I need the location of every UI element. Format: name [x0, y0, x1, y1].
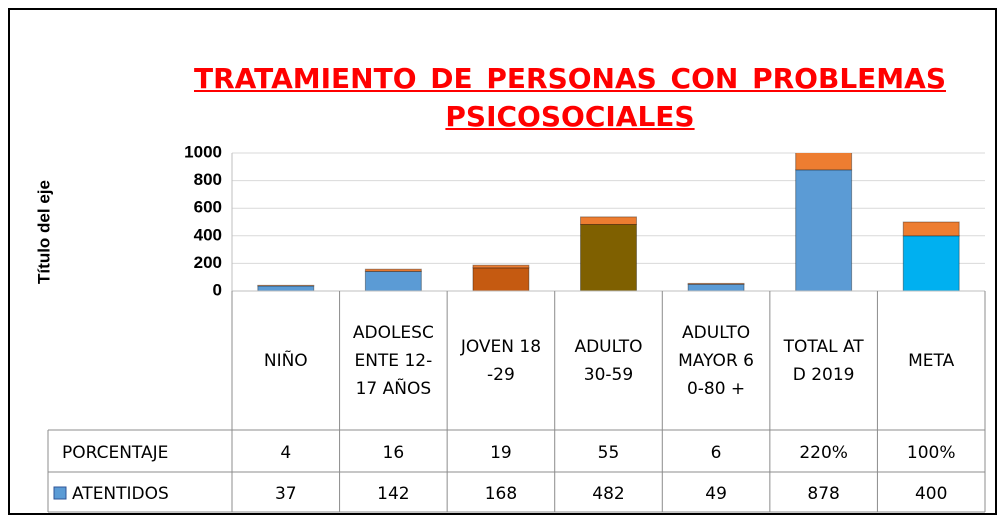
y-tick-label: 1000 — [184, 142, 222, 161]
category-label: NIÑO — [263, 350, 308, 371]
y-tick-label: 600 — [194, 198, 222, 217]
x-tick-label: JOVEN 18-29 — [460, 336, 542, 385]
chart-title: TRATAMIENTO DE PERSONAS CON PROBLEMAS PS… — [194, 62, 946, 133]
category-label: ADULTO 30-59 — [574, 336, 643, 385]
data-label: 482 — [592, 484, 624, 504]
category-label: ADULTO MAYOR 60-80 + — [678, 322, 754, 399]
x-tick-label: META — [908, 350, 955, 371]
x-tick-label: ADULTO 30-59 — [574, 336, 643, 385]
y-tick-label: 800 — [194, 170, 222, 189]
data-label: 400 — [915, 484, 947, 504]
bar — [795, 169, 853, 291]
bar — [687, 283, 745, 291]
bar — [687, 282, 745, 285]
y-tick-label: 0 — [213, 280, 222, 299]
legend-label: PORCENTAJE — [62, 443, 168, 463]
data-label: 878 — [807, 484, 839, 504]
data-label: 37 — [275, 484, 297, 504]
x-tick-label: TOTAL ATD 2019 — [783, 336, 864, 385]
data-label: 16 — [383, 443, 405, 463]
bar — [902, 235, 960, 291]
category-label: JOVEN 18-29 — [460, 336, 542, 385]
data-label: 6 — [711, 443, 722, 463]
legend-key — [53, 486, 67, 500]
bar — [580, 216, 637, 225]
y-tick-label: 400 — [194, 225, 222, 244]
bar — [364, 270, 422, 291]
data-label: 4 — [280, 443, 291, 463]
category-label: TOTAL ATD 2019 — [783, 336, 864, 385]
bar — [472, 264, 530, 269]
chart-title-text: TRATAMIENTO DE PERSONAS CON PROBLEMAS PS… — [194, 62, 946, 133]
bar — [472, 267, 530, 291]
bar — [257, 285, 315, 291]
data-label: 19 — [490, 443, 512, 463]
data-label: 49 — [705, 484, 727, 504]
data-label: 100% — [907, 443, 956, 463]
data-label: 220% — [799, 443, 848, 463]
bar — [795, 153, 853, 171]
y-tick-label: 200 — [194, 253, 222, 272]
bar — [257, 284, 315, 287]
x-tick-label: ADOLESCENTE 12-17 AÑOS — [352, 322, 434, 399]
data-label: 168 — [485, 484, 517, 504]
x-tick-label: ADULTO MAYOR 60-80 + — [678, 322, 754, 399]
bars — [257, 153, 960, 291]
x-tick-label: NIÑO — [263, 350, 308, 371]
y-axis-title: Título del eje — [34, 180, 53, 284]
bar — [580, 223, 637, 291]
legend-label: ATENTIDOS — [72, 484, 169, 504]
bar — [364, 268, 422, 272]
data-label: 142 — [377, 484, 409, 504]
category-label: META — [908, 350, 955, 371]
bar — [902, 221, 960, 237]
data-label: 55 — [598, 443, 620, 463]
category-label: ADOLESCENTE 12-17 AÑOS — [352, 322, 434, 399]
